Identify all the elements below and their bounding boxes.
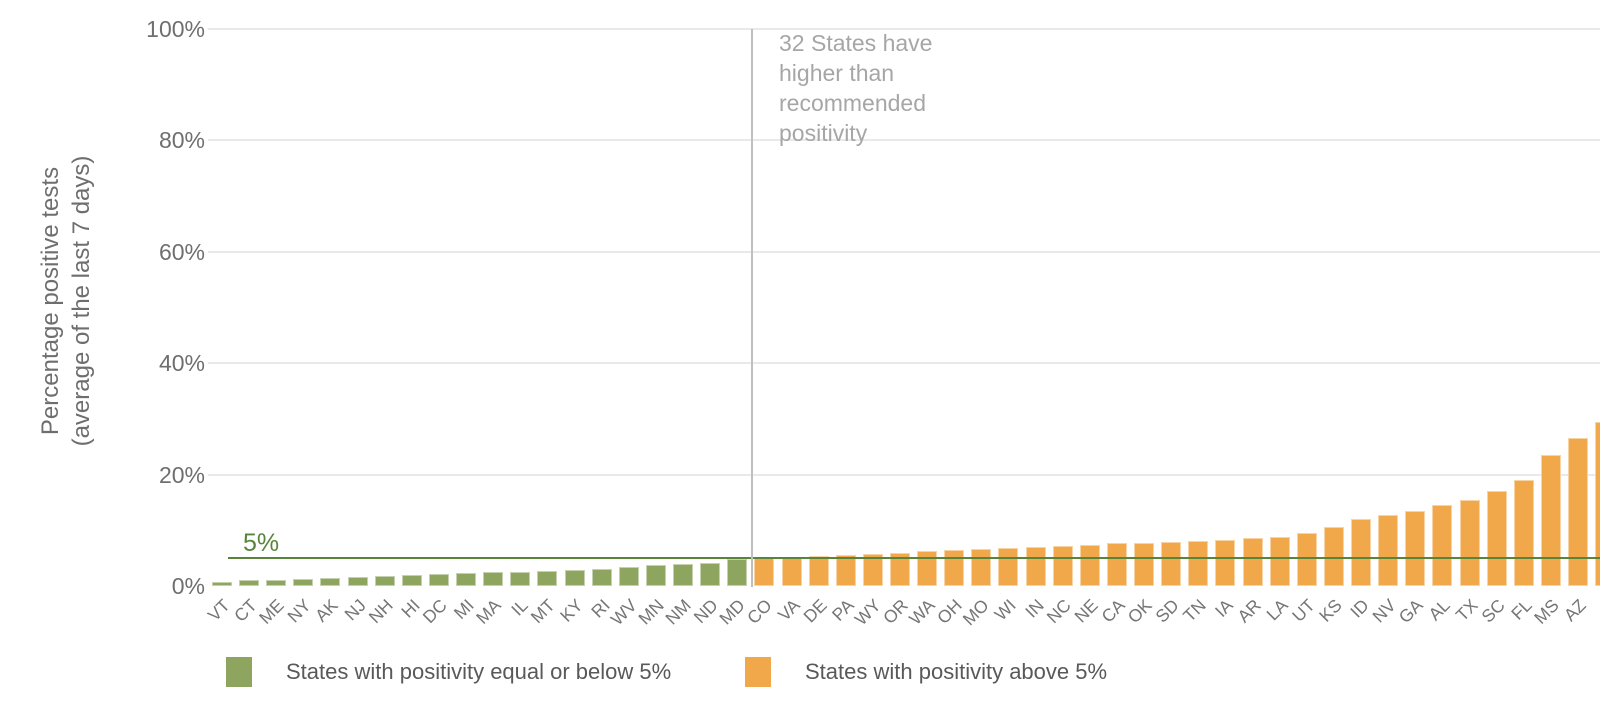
bar-DC[interactable] (428, 574, 449, 586)
bar-MN[interactable] (645, 564, 666, 586)
y-axis-title-line2: (average of the last 7 days) (68, 155, 95, 447)
bar-MS[interactable] (1540, 454, 1561, 586)
bar-MT[interactable] (537, 570, 558, 586)
bar-VT[interactable] (212, 581, 232, 586)
five-percent-reference-line (228, 557, 1600, 559)
bar-IL[interactable] (510, 571, 531, 586)
bar-GA[interactable] (1405, 511, 1426, 586)
bar-RI[interactable] (591, 569, 612, 586)
y-tick-label: 100% (146, 15, 205, 42)
y-tick-label: 0% (171, 573, 205, 599)
five-percent-line-label: 5% (243, 529, 280, 557)
separator-annotation: 32 States have higher than recommended p… (779, 30, 933, 146)
bar-WY[interactable] (862, 554, 883, 586)
bar-KY[interactable] (564, 569, 585, 586)
gridline-80% (208, 139, 1600, 141)
gridline-60% (208, 250, 1600, 253)
bar-SD[interactable] (1161, 541, 1182, 586)
bar-NV[interactable] (1378, 514, 1399, 586)
legend-item-1: States with positivity above 5% (745, 657, 1107, 687)
y-tick-label: 80% (158, 127, 205, 153)
y-tick-label: 20% (158, 461, 205, 488)
bar-ME[interactable] (266, 579, 287, 586)
bar-MO[interactable] (971, 549, 992, 586)
bar-VA[interactable] (781, 557, 802, 586)
bar-WV[interactable] (618, 567, 639, 586)
threshold-separator-line (751, 29, 753, 587)
y-axis-title: Percentage positive tests (average of th… (35, 101, 97, 501)
bar-KS[interactable] (1323, 527, 1344, 586)
gridline-20% (208, 473, 1600, 476)
bar-OR[interactable] (890, 552, 910, 586)
bar-UT[interactable] (1296, 533, 1317, 586)
bar-MD[interactable] (727, 559, 748, 586)
y-tick-label: 60% (158, 238, 205, 265)
bar-SC[interactable] (1486, 491, 1507, 586)
y-tick-label: 40% (158, 350, 205, 376)
bar-HI[interactable] (401, 575, 422, 586)
bar-AR[interactable] (1242, 538, 1263, 586)
bar-OK[interactable] (1134, 542, 1155, 586)
bar-IA[interactable] (1215, 539, 1236, 586)
bar-ND[interactable] (700, 563, 721, 586)
bar-TN[interactable] (1188, 540, 1209, 586)
bar-OH[interactable] (944, 550, 965, 586)
bar-IN[interactable] (1025, 546, 1046, 586)
bar-NH[interactable] (374, 575, 395, 586)
bar-LA[interactable] (1269, 536, 1290, 586)
bar-CA[interactable] (1106, 543, 1127, 586)
bar-AL[interactable] (1432, 505, 1453, 586)
bar-MI[interactable] (456, 573, 477, 586)
gridline-100% (208, 27, 1600, 30)
y-axis-title-line1: Percentage positive tests (37, 166, 64, 436)
bar-NJ[interactable] (347, 577, 368, 586)
bar-NC[interactable] (1052, 545, 1073, 586)
bar-ID[interactable] (1351, 519, 1372, 586)
legend-swatch-1 (745, 657, 771, 687)
bar-WA[interactable] (917, 551, 938, 586)
bar-TX[interactable] (1459, 499, 1480, 586)
legend-label-1: States with positivity above 5% (805, 659, 1108, 684)
legend-item-0: States with positivity equal or below 5% (226, 657, 671, 687)
bar-NY[interactable] (293, 578, 314, 586)
legend-label-0: States with positivity equal or below 5% (286, 659, 672, 684)
bar-NM[interactable] (673, 564, 694, 586)
bar-NE[interactable] (1079, 545, 1100, 586)
bar-CT[interactable] (239, 580, 260, 586)
bar-MA[interactable] (483, 572, 504, 586)
gridline-40% (208, 362, 1600, 364)
bar-WI[interactable] (998, 547, 1019, 586)
bar-PA[interactable] (835, 554, 856, 586)
bar-DE[interactable] (808, 555, 829, 586)
legend-swatch-0 (226, 657, 252, 687)
bar-FL[interactable] (1513, 480, 1534, 586)
bar-AZ[interactable] (1568, 438, 1588, 586)
bar-CO[interactable] (754, 557, 775, 586)
bar-AK[interactable] (320, 577, 341, 586)
bar-cutoff-state[interactable] (1595, 421, 1600, 586)
